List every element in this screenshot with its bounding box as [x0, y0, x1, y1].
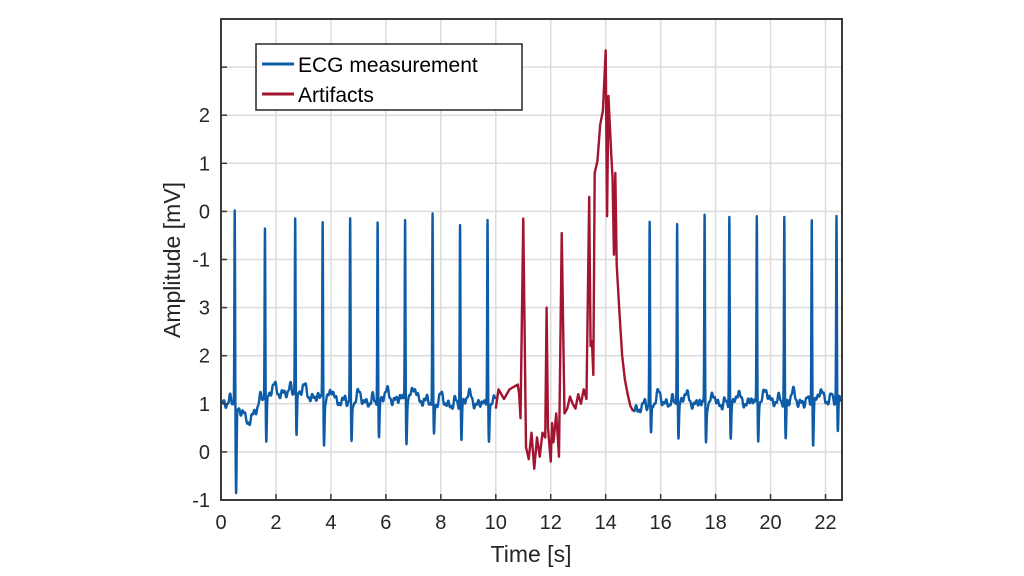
x-axis-label: Time [s] [491, 541, 572, 567]
x-tick-label-9: 18 [704, 512, 726, 534]
x-tick-label-6: 12 [540, 512, 562, 534]
x-tick-label-10: 20 [759, 512, 781, 534]
y-tick-label-0: -1 [192, 490, 210, 512]
x-tick-label-5: 10 [485, 512, 507, 534]
legend: ECG measurement Artifacts [255, 43, 523, 111]
y-axis-ticks: -1 0 1 2 3 -1 0 1 2 [192, 18, 227, 512]
y-axis-label: Amplitude [mV] [159, 182, 185, 338]
x-tick-label-8: 16 [650, 512, 672, 534]
ecg-measurement-line-0 [219, 209, 497, 495]
artifacts-line [494, 49, 635, 470]
x-tick-label-11: 22 [814, 512, 836, 534]
x-tick-label-0: 0 [215, 512, 226, 534]
x-tick-label-7: 14 [595, 512, 617, 534]
y-tick-label-3: 2 [199, 346, 210, 368]
x-tick-label-4: 8 [435, 512, 446, 534]
y-tick-label-4: 3 [199, 298, 210, 320]
x-tick-label-3: 6 [380, 512, 391, 534]
legend-box [255, 43, 523, 111]
y-tick-label-6: 0 [199, 201, 210, 223]
y-tick-label-5: -1 [192, 250, 210, 272]
y-tick-label-8: 2 [199, 105, 210, 127]
y-tick-label-2: 1 [199, 394, 210, 416]
x-axis-ticks: 0 2 4 6 8 10 12 14 16 18 20 22 [215, 494, 837, 534]
x-tick-label-1: 2 [270, 512, 281, 534]
legend-label-artifacts: Artifacts [298, 84, 374, 107]
y-tick-label-1: 0 [199, 442, 210, 464]
legend-label-ecg: ECG measurement [298, 54, 478, 77]
ecg-measurement-line-1 [632, 213, 844, 447]
series-layer [219, 49, 844, 495]
y-tick-label-7: 1 [199, 153, 210, 175]
x-tick-label-2: 4 [325, 512, 336, 534]
